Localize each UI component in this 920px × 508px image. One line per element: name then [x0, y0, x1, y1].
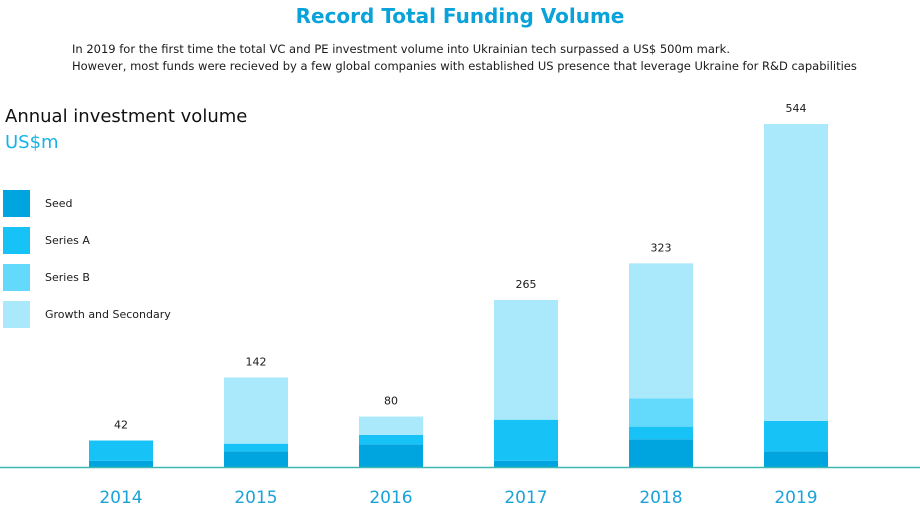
- total-label-2014: 42: [114, 419, 128, 432]
- bar-segment-2014-seed: [89, 460, 153, 467]
- bar-segment-2015-seed: [224, 451, 288, 467]
- category-label-2017: 2017: [504, 488, 547, 508]
- category-label-2015: 2015: [234, 488, 277, 508]
- legend-label-seed: Seed: [45, 197, 73, 210]
- bar-segment-2014-series-a: [89, 440, 153, 461]
- legend-item-series-a: Series A: [3, 227, 223, 255]
- bar-segment-2015-growth-and-secondary: [224, 377, 288, 444]
- bar-segment-2016-seed: [359, 444, 423, 467]
- chart-title: Record Total Funding Volume: [295, 4, 625, 28]
- total-label-2017: 265: [516, 278, 537, 291]
- legend-label-series-b: Series B: [45, 271, 90, 284]
- legend-swatch-series-a: [3, 227, 30, 254]
- legend-swatch-growth: [3, 301, 30, 328]
- legend-label-series-a: Series A: [45, 234, 90, 247]
- metric-unit: US$m: [5, 132, 59, 153]
- chart-subtitle: In 2019 for the first time the total VC …: [72, 41, 857, 75]
- legend-item-series-b: Series B: [3, 264, 223, 292]
- total-label-2019: 544: [786, 102, 807, 115]
- total-label-2015: 142: [246, 355, 267, 368]
- bar-segment-2017-growth-and-secondary: [494, 299, 558, 420]
- legend-swatch-seed: [3, 190, 30, 217]
- bar-segment-2017-series-a: [494, 419, 558, 461]
- bar-segment-2017-seed: [494, 460, 558, 467]
- bar-segment-2019-series-a: [764, 420, 828, 452]
- bar-segment-2018-series-b: [629, 398, 693, 427]
- bar-segment-2019-growth-and-secondary: [764, 124, 828, 421]
- total-label-2016: 80: [384, 395, 398, 408]
- bar-segment-2018-series-a: [629, 426, 693, 440]
- subtitle-line-1: In 2019 for the first time the total VC …: [72, 42, 730, 56]
- bar-segment-2016-series-a: [359, 434, 423, 445]
- legend-swatch-series-b: [3, 264, 30, 291]
- category-label-2014: 2014: [99, 488, 142, 508]
- category-label-2019: 2019: [774, 488, 817, 508]
- bar-segment-2018-seed: [629, 439, 693, 467]
- legend-label-growth: Growth and Secondary: [45, 308, 171, 321]
- subtitle-line-2: However, most funds were recieved by a f…: [72, 59, 857, 73]
- bar-segment-2015-series-a: [224, 443, 288, 452]
- legend-item-seed: Seed: [3, 190, 223, 218]
- bar-segment-2018-growth-and-secondary: [629, 263, 693, 399]
- metric-title: Annual investment volume: [5, 106, 248, 127]
- bar-segment-2016-growth-and-secondary: [359, 416, 423, 435]
- legend-item-growth: Growth and Secondary: [3, 301, 223, 329]
- total-label-2018: 323: [651, 241, 672, 254]
- category-label-2018: 2018: [639, 488, 682, 508]
- bar-segment-2019-seed: [764, 451, 828, 467]
- category-label-2016: 2016: [369, 488, 412, 508]
